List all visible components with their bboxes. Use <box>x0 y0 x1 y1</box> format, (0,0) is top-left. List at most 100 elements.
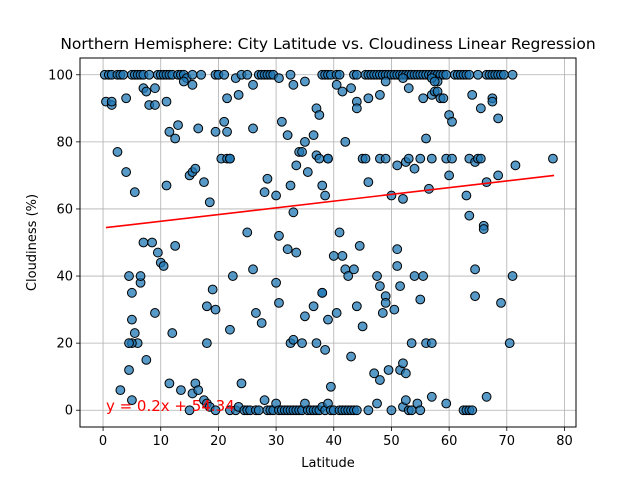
data-point <box>274 73 284 84</box>
data-point <box>178 76 189 87</box>
data-point <box>187 69 198 80</box>
data-point <box>274 297 284 308</box>
data-point <box>285 180 296 191</box>
chart-title: Northern Hemisphere: City Latitude vs. C… <box>60 35 595 53</box>
data-point <box>418 271 429 281</box>
data-point <box>161 180 172 191</box>
data-point <box>124 271 134 281</box>
x-tick-label: 10 <box>152 434 169 449</box>
data-point <box>259 187 270 198</box>
data-point <box>282 130 293 141</box>
data-point <box>308 301 319 312</box>
data-point <box>346 351 356 362</box>
data-point <box>282 244 293 255</box>
data-point <box>493 170 504 181</box>
data-point <box>475 103 486 114</box>
data-point <box>415 294 426 305</box>
axis-ticks: 0 10 20 30 40 50 60 70 80 0 20 40 60 80 100 <box>48 68 573 449</box>
data-point <box>150 83 160 94</box>
data-point <box>173 120 183 130</box>
data-point <box>222 126 232 137</box>
data-point <box>271 277 281 288</box>
x-axis-label: Latitude <box>301 456 355 471</box>
data-point <box>193 385 204 396</box>
data-point <box>152 247 163 258</box>
data-point <box>441 69 452 80</box>
data-point <box>274 230 284 241</box>
data-point <box>288 79 299 90</box>
data-point <box>334 69 345 80</box>
data-point <box>323 153 333 164</box>
data-point <box>285 69 296 80</box>
data-point <box>464 69 475 80</box>
data-point <box>323 314 333 325</box>
data-point <box>219 116 230 127</box>
data-point <box>106 96 117 107</box>
data-point <box>199 177 209 188</box>
data-point <box>190 163 201 174</box>
data-point <box>150 308 160 318</box>
data-point <box>184 405 195 416</box>
data-point <box>426 338 437 349</box>
data-point <box>193 123 204 134</box>
x-tick-label: 80 <box>556 434 573 449</box>
data-point <box>300 76 310 87</box>
data-point <box>389 304 400 315</box>
data-point <box>112 147 123 157</box>
data-point <box>357 321 368 332</box>
data-point <box>150 100 160 110</box>
plot-frame <box>79 57 577 428</box>
data-point <box>227 271 238 281</box>
data-point <box>398 193 408 204</box>
data-point <box>291 160 302 171</box>
data-point <box>548 153 558 164</box>
data-point <box>331 79 342 90</box>
data-point <box>337 251 348 261</box>
data-point <box>478 224 489 234</box>
x-tick-label: 30 <box>268 434 285 449</box>
scatter-points <box>99 69 558 416</box>
data-point <box>360 153 371 164</box>
data-point <box>201 301 212 312</box>
data-point <box>447 153 457 164</box>
data-point <box>253 405 264 416</box>
data-point <box>176 385 186 396</box>
data-point <box>127 395 137 406</box>
x-tick-label: 50 <box>383 434 400 449</box>
data-point <box>377 308 388 318</box>
data-point <box>496 297 506 308</box>
data-point <box>207 284 218 295</box>
data-point <box>314 153 325 164</box>
data-point <box>144 69 155 80</box>
data-point <box>383 365 394 375</box>
data-point <box>170 240 181 251</box>
data-point <box>314 110 325 120</box>
data-point <box>380 297 391 308</box>
data-point <box>507 271 518 281</box>
data-point <box>164 378 175 389</box>
data-point <box>409 163 420 174</box>
data-point <box>375 375 385 385</box>
data-point <box>464 210 475 221</box>
data-point <box>507 69 518 80</box>
x-tick-label: 70 <box>499 434 516 449</box>
data-point <box>127 287 137 298</box>
data-point <box>118 69 129 80</box>
data-point <box>421 133 431 144</box>
data-point <box>403 153 414 164</box>
data-point <box>259 395 270 406</box>
data-point <box>167 328 178 338</box>
data-point <box>225 324 235 335</box>
data-point <box>424 183 434 194</box>
data-point <box>242 227 253 238</box>
data-point <box>164 126 175 137</box>
data-point <box>291 247 302 258</box>
data-point <box>493 113 504 124</box>
data-point <box>248 264 258 275</box>
data-point <box>158 261 169 271</box>
data-point <box>222 93 232 104</box>
data-point <box>372 271 382 281</box>
x-tick-label: 60 <box>441 434 458 449</box>
data-point <box>302 167 313 177</box>
